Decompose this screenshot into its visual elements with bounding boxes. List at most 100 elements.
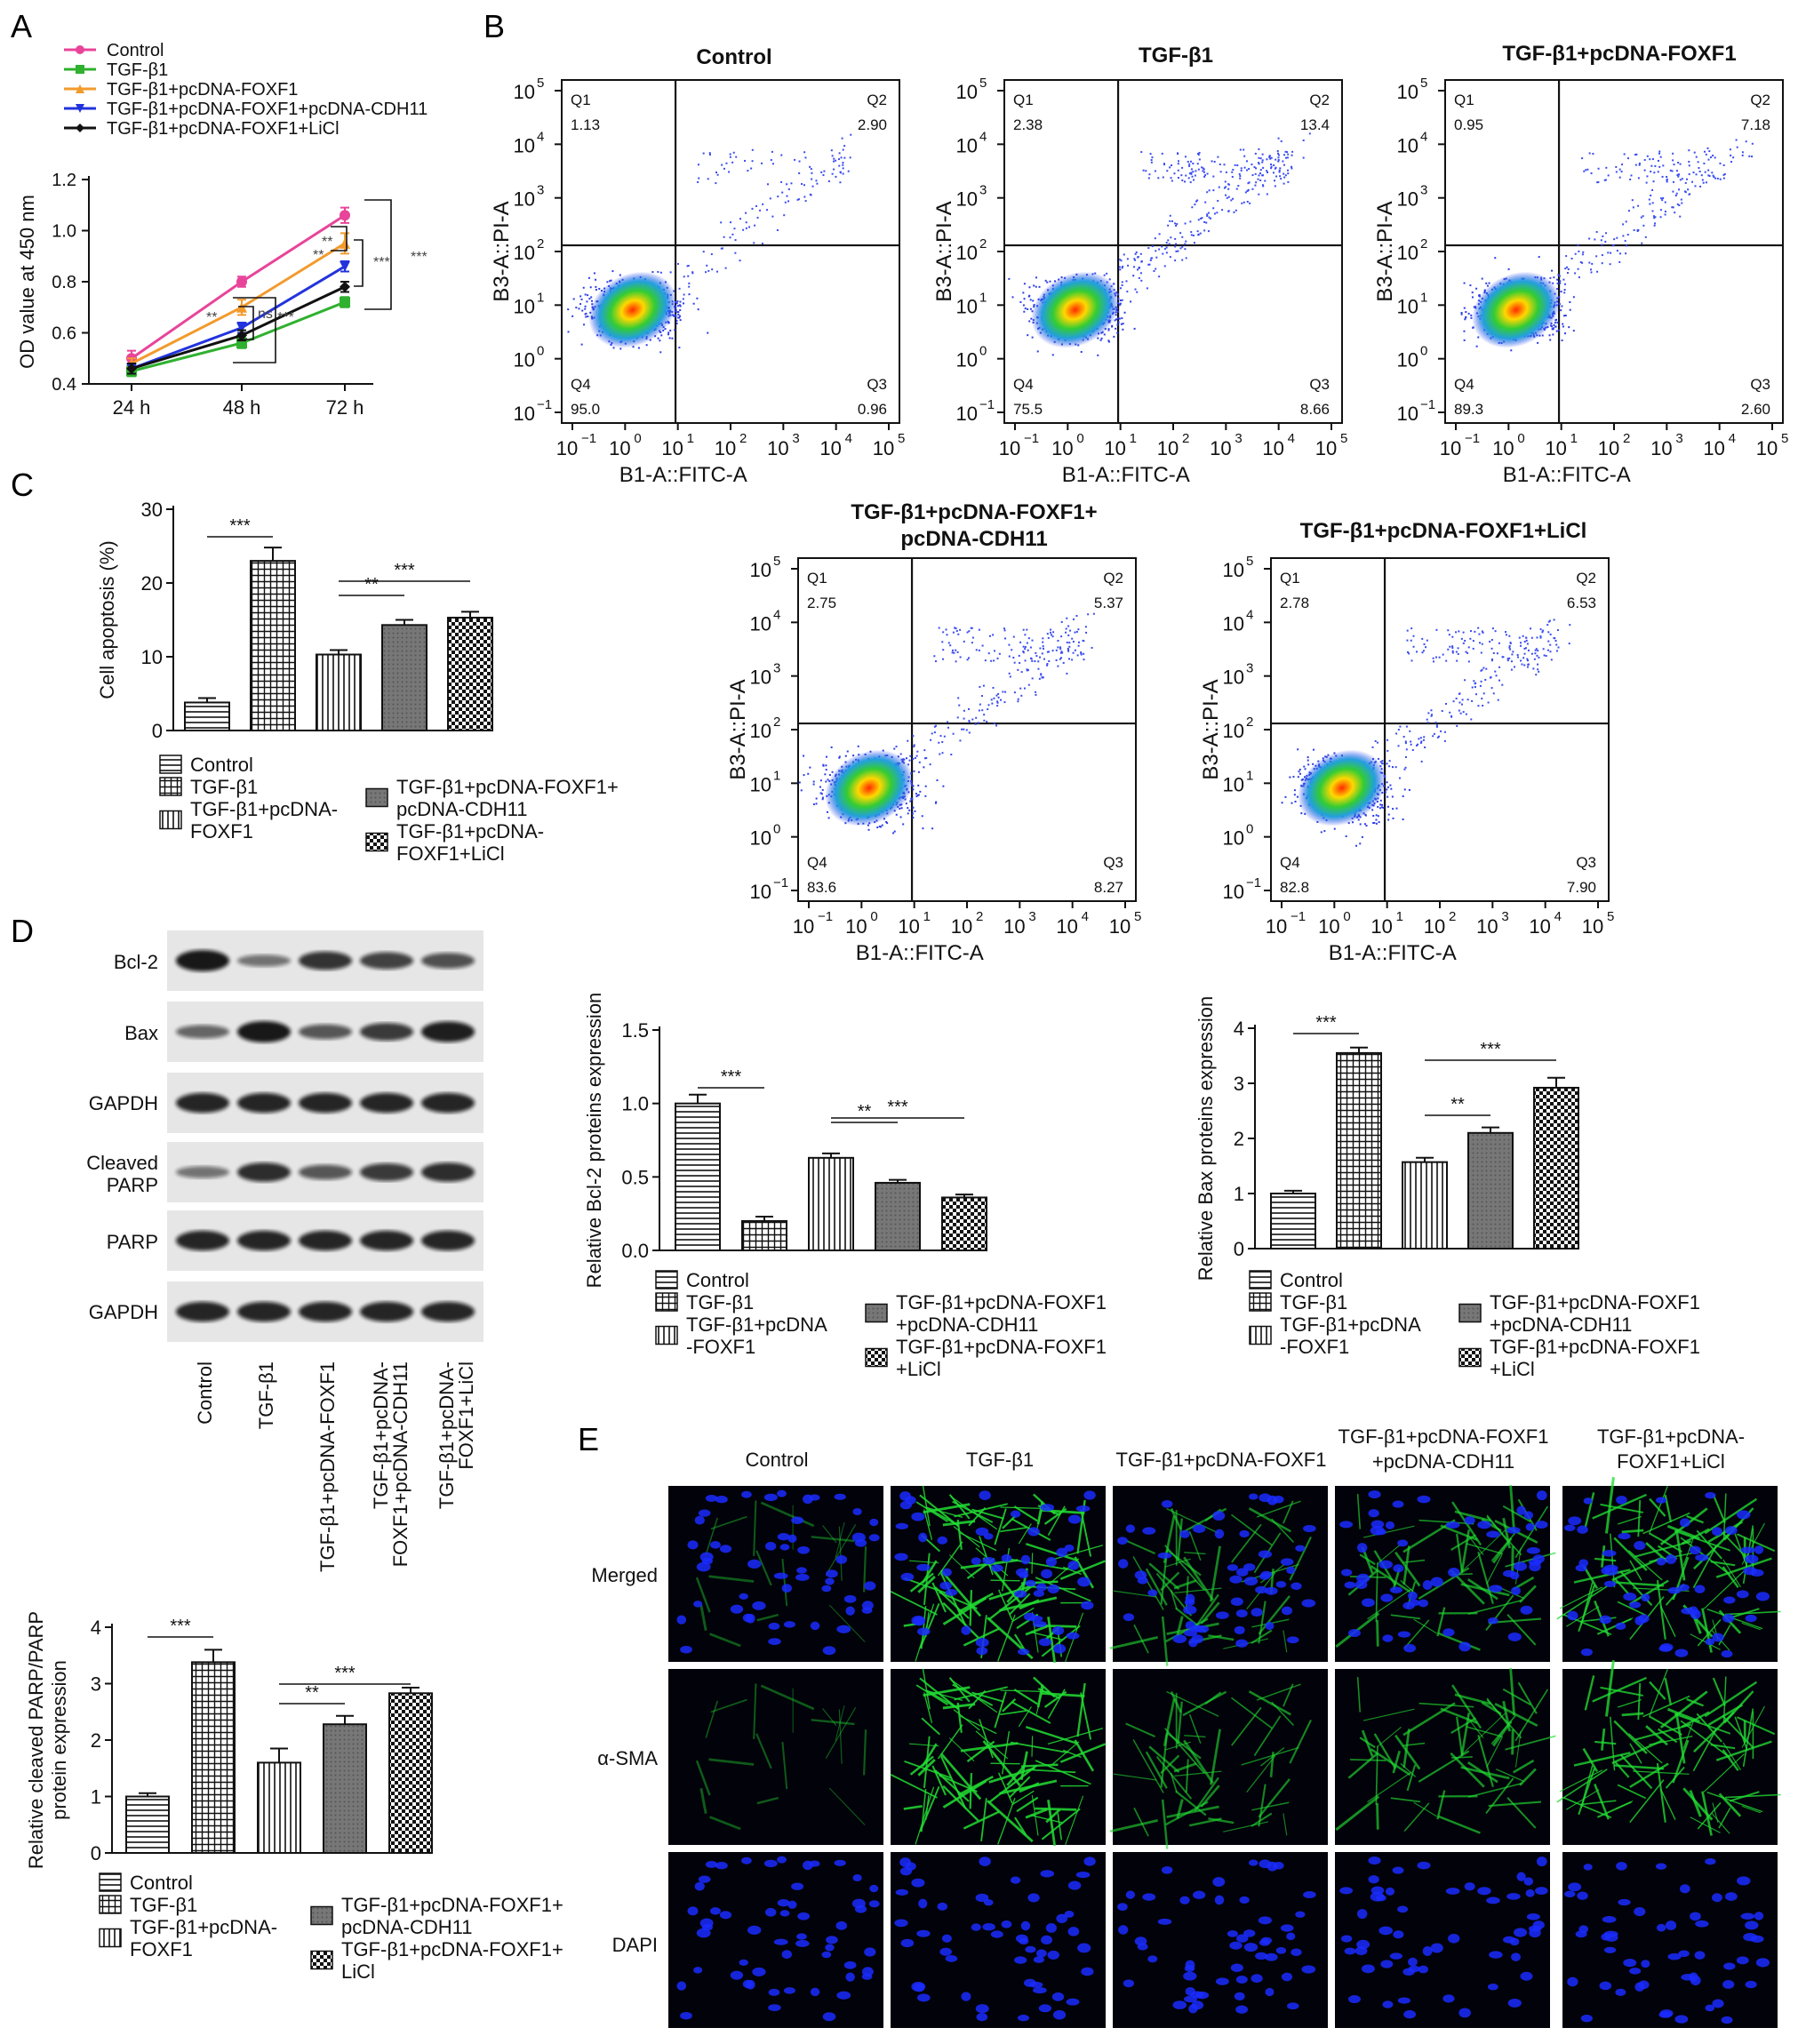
y-axis-label: B3-A::PI-A	[726, 679, 750, 779]
event-dot	[1735, 139, 1738, 141]
event-dot	[1066, 672, 1068, 675]
event-dot	[1621, 164, 1624, 166]
event-dot	[919, 790, 922, 793]
event-dot	[1197, 219, 1200, 221]
event-dot	[1654, 164, 1657, 167]
event-dot	[1067, 634, 1070, 636]
event-dot	[1037, 660, 1040, 663]
event-dot	[1134, 288, 1137, 291]
event-dot	[1286, 151, 1289, 154]
event-dot	[688, 293, 691, 296]
event-dot	[1630, 174, 1633, 177]
event-dot	[1386, 786, 1389, 788]
event-dot	[1634, 154, 1637, 156]
event-dot	[1226, 196, 1228, 199]
event-dot	[1035, 693, 1037, 696]
flow-plot: TGF-β1+pcDNA-FOXF1+pcDNA-CDH11Q12.75Q25.…	[726, 500, 1141, 965]
event-dot	[1158, 275, 1161, 278]
x-tick-label: 72 h	[326, 396, 364, 419]
x-tick-exponent: 0	[870, 909, 877, 924]
event-dot	[1424, 746, 1426, 748]
y-tick-label: 0.6	[52, 324, 76, 344]
y-tick-exponent: 1	[979, 290, 987, 305]
event-dot	[979, 703, 981, 706]
event-dot	[683, 293, 685, 296]
event-dot	[612, 347, 615, 349]
quadrant-label: Q2	[1103, 570, 1123, 587]
event-dot	[1057, 646, 1059, 649]
event-dot	[939, 735, 942, 738]
event-dot	[959, 656, 962, 659]
event-dot	[1436, 736, 1439, 739]
event-dot	[1197, 152, 1200, 155]
event-dot	[692, 302, 695, 305]
event-dot	[1684, 191, 1687, 194]
event-dot	[1121, 281, 1123, 283]
event-dot	[716, 173, 719, 176]
event-dot	[1590, 271, 1593, 274]
event-dot	[1269, 157, 1272, 160]
event-dot	[1119, 287, 1122, 290]
event-dot	[987, 708, 989, 711]
event-dot	[1586, 168, 1589, 171]
x-tick-exponent: 1	[1130, 431, 1137, 446]
event-dot	[1703, 162, 1706, 164]
event-dot	[933, 725, 936, 728]
event-dot	[1261, 159, 1264, 162]
event-dot	[1072, 651, 1075, 654]
event-dot	[1674, 212, 1676, 214]
event-dot	[1135, 251, 1138, 253]
sig-bracket	[238, 306, 254, 340]
event-dot	[827, 778, 829, 781]
quadrant-percent: 75.5	[1013, 401, 1043, 418]
x-tick-exponent: 4	[845, 431, 852, 446]
event-dot	[1657, 171, 1659, 173]
event-dot	[1013, 661, 1016, 664]
event-dot	[1184, 243, 1187, 245]
event-dot	[1134, 252, 1137, 255]
event-dot	[1675, 192, 1678, 195]
event-dot	[1039, 656, 1042, 659]
event-dot	[1046, 663, 1049, 666]
event-dot	[1402, 794, 1404, 797]
event-dot	[1605, 232, 1608, 235]
event-dot	[1283, 172, 1285, 175]
event-dot	[1066, 617, 1068, 619]
event-dot	[796, 198, 799, 201]
event-dot	[1199, 232, 1202, 235]
event-dot	[1532, 667, 1535, 670]
event-dot	[1477, 336, 1480, 339]
event-dot	[878, 826, 881, 828]
event-dot	[1042, 645, 1044, 648]
event-dot	[645, 344, 648, 347]
event-dot	[1126, 291, 1129, 293]
event-dot	[1283, 176, 1286, 179]
event-dot	[688, 282, 691, 284]
event-dot	[1714, 177, 1716, 180]
y-tick-label: 10	[514, 295, 535, 317]
event-dot	[1333, 827, 1336, 830]
event-dot	[1307, 759, 1309, 762]
event-dot	[821, 788, 824, 791]
event-dot	[1730, 154, 1732, 156]
event-dot	[1711, 172, 1714, 174]
event-dot	[696, 297, 699, 299]
event-dot	[1643, 169, 1646, 172]
event-dot	[1597, 167, 1600, 170]
event-dot	[1530, 627, 1532, 630]
event-dot	[1602, 235, 1604, 237]
event-dot	[593, 272, 595, 275]
event-dot	[798, 172, 801, 174]
event-dot	[1060, 620, 1063, 623]
event-dot	[1677, 173, 1680, 176]
x-axis-label: B1-A::FITC-A	[619, 463, 747, 487]
event-dot	[1236, 164, 1239, 167]
event-dot	[1388, 765, 1391, 768]
event-dot	[1171, 180, 1173, 182]
event-dot	[1537, 663, 1539, 666]
event-dot	[1613, 238, 1616, 241]
event-dot	[1700, 174, 1703, 177]
event-dot	[1123, 253, 1125, 256]
event-dot	[1345, 835, 1347, 838]
event-dot	[1282, 160, 1284, 163]
